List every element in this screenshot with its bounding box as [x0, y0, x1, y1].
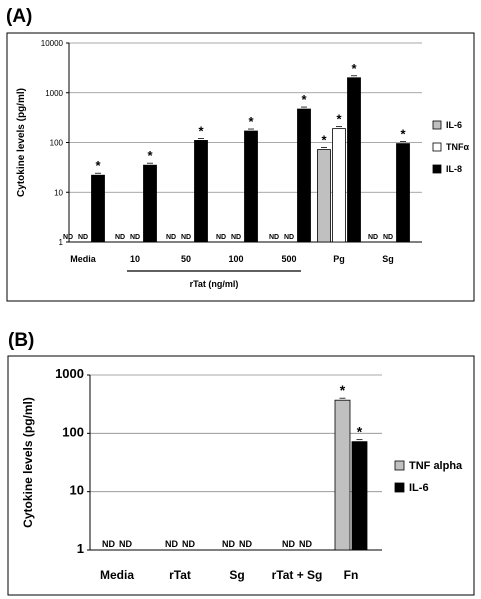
y-tick-label: 10000 — [41, 39, 64, 48]
x-category-label: Sg — [229, 568, 244, 582]
legend-label: TNFα — [446, 142, 469, 152]
nd-label: ND — [269, 234, 279, 241]
group-bracket-label: rTat (ng/ml) — [190, 279, 239, 289]
legend-label: IL-6 — [446, 120, 462, 130]
x-category-label: rTat — [169, 568, 191, 582]
bar-tnfalpha — [334, 399, 351, 551]
x-category-label: Fn — [344, 568, 359, 582]
y-tick-label: 100 — [62, 424, 84, 439]
significance-star: * — [351, 61, 357, 76]
chart-a: 1 10 100 1000 10000 Cytokine levels (pg/ml) ND… — [16, 39, 469, 289]
y-tick-label: 10 — [54, 188, 63, 197]
significance-star: * — [248, 114, 254, 129]
y-axis-label: Cytokine levels (pg/ml) — [21, 397, 35, 528]
legend-swatch — [432, 164, 442, 174]
bar-tnf — [332, 128, 346, 243]
legend-swatch — [394, 460, 405, 471]
bar-il8 — [91, 174, 105, 243]
x-category-label: Sg — [382, 254, 394, 264]
significance-star: * — [400, 127, 406, 142]
bar-il8 — [143, 164, 157, 243]
legend-label: IL-6 — [409, 482, 429, 494]
x-category-label: 100 — [228, 254, 243, 264]
y-tick-label: 1 — [59, 238, 64, 247]
nd-label: ND — [284, 234, 294, 241]
chart-b: 1 10 100 1000 Cytokine levels (pg/ml) ND ND Med… — [21, 366, 463, 582]
legend-swatch — [394, 482, 405, 493]
x-category-label: Pg — [333, 254, 345, 264]
significance-star: * — [301, 92, 307, 107]
significance-star: * — [95, 158, 101, 173]
x-category-label: Media — [70, 254, 97, 264]
bar-il8 — [347, 77, 361, 243]
significance-star: * — [336, 112, 342, 127]
nd-label: ND — [63, 234, 73, 241]
significance-star: * — [357, 424, 363, 440]
bar-il6 — [351, 441, 368, 551]
panel-a-label: (A) — [6, 6, 32, 27]
nd-label: ND — [182, 539, 195, 549]
significance-star: * — [147, 148, 153, 163]
y-tick-label: 1000 — [55, 366, 84, 381]
nd-label: ND — [282, 539, 295, 549]
panel-b-label: (B) — [8, 330, 34, 351]
legend-swatch — [432, 120, 442, 130]
nd-label: ND — [115, 234, 125, 241]
nd-label: ND — [231, 234, 241, 241]
y-tick-label: 1 — [77, 541, 84, 556]
bar-il8 — [396, 143, 410, 243]
y-tick-label: 1000 — [45, 89, 63, 98]
x-category-label: Media — [100, 568, 134, 582]
significance-star: * — [340, 382, 346, 398]
bar-il6 — [317, 149, 331, 243]
x-category-label: 50 — [181, 254, 191, 264]
x-category-label: rTat + Sg — [272, 568, 323, 582]
nd-label: ND — [216, 234, 226, 241]
nd-label: ND — [166, 234, 176, 241]
nd-label: ND — [165, 539, 178, 549]
nd-label: ND — [239, 539, 252, 549]
bar-il8 — [244, 130, 258, 243]
y-axis-label: Cytokine levels (pg/ml) — [16, 88, 27, 197]
panel-a-frame — [6, 32, 475, 302]
nd-label: ND — [368, 234, 378, 241]
bar-il8 — [297, 108, 311, 243]
significance-star: * — [198, 123, 204, 138]
y-tick-label: 10 — [70, 483, 84, 498]
x-category-label: 500 — [281, 254, 296, 264]
legend-label: TNF alpha — [409, 460, 463, 472]
nd-label: ND — [383, 234, 393, 241]
nd-label: ND — [222, 539, 235, 549]
nd-label: ND — [299, 539, 312, 549]
nd-label: ND — [102, 539, 115, 549]
significance-star: * — [321, 133, 327, 148]
legend-label: IL-8 — [446, 164, 462, 174]
nd-label: ND — [119, 539, 132, 549]
nd-label: ND — [181, 234, 191, 241]
bar-il8 — [194, 140, 208, 243]
nd-label: ND — [130, 234, 140, 241]
panel-b-frame — [7, 355, 475, 596]
y-tick-label: 100 — [50, 139, 64, 148]
nd-label: ND — [78, 234, 88, 241]
x-category-label: 10 — [130, 254, 140, 264]
legend-swatch — [432, 142, 442, 152]
